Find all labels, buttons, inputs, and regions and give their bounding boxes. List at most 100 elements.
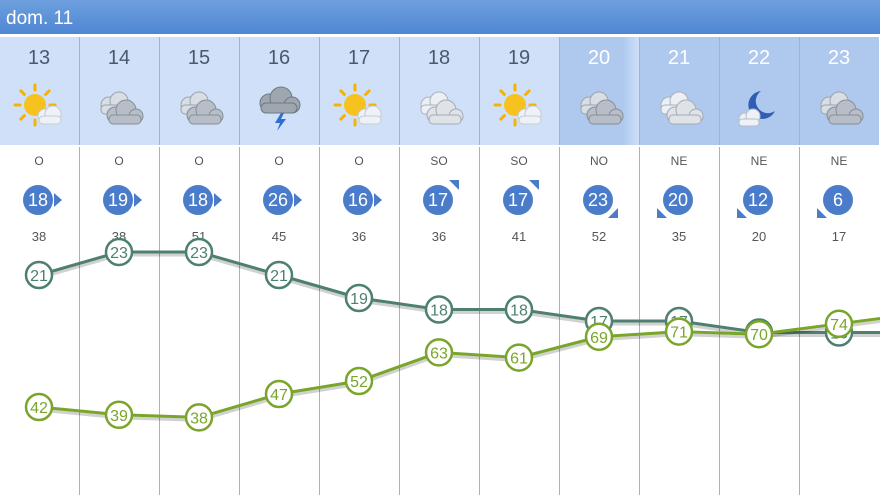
sun-cloud-icon — [11, 83, 67, 133]
wind-direction: NE — [670, 154, 688, 168]
wind-gust: 35 — [671, 229, 687, 244]
wind-arrow-icon — [817, 208, 827, 218]
data-point-marker — [744, 319, 774, 349]
wind-arrow-icon — [54, 193, 62, 207]
data-point-marker — [104, 237, 134, 267]
wind-gust: 17 — [831, 229, 847, 244]
light-cloud-icon — [411, 83, 467, 133]
hour-header-14: 14 — [79, 37, 159, 147]
data-point: 21 — [24, 260, 54, 290]
data-point-label: 61 — [510, 351, 528, 368]
data-point-label: 18 — [430, 303, 448, 320]
wind-speed-badge: 20 — [663, 185, 693, 215]
wind-gust: 20 — [751, 229, 767, 244]
data-point: 18 — [424, 295, 454, 324]
column-divider — [79, 37, 80, 495]
data-point: 38 — [184, 403, 214, 432]
data-point-marker — [424, 295, 454, 324]
sun-cloud-icon — [331, 83, 387, 133]
day-header-bar: dom. 11 — [0, 0, 880, 34]
wind-gust: 52 — [591, 229, 607, 244]
data-point: 19 — [344, 283, 374, 313]
hour-label: 18 — [427, 47, 451, 69]
wind-speed-badge: 18 — [23, 185, 53, 215]
hour-header-22: 22 — [719, 37, 799, 147]
data-point-label: 71 — [670, 325, 688, 342]
data-point: 52 — [344, 366, 374, 396]
wind-gust: 38 — [31, 229, 47, 244]
column-divider — [159, 37, 160, 495]
wind-speed-badge: 18 — [183, 185, 213, 215]
column-divider — [719, 37, 720, 495]
data-point-marker — [584, 322, 614, 352]
data-point: 71 — [664, 317, 694, 346]
column-divider — [479, 37, 480, 495]
column-divider — [639, 37, 640, 495]
data-point: 70 — [744, 319, 774, 349]
hour-label: 17 — [347, 47, 371, 69]
data-point: 21 — [264, 260, 294, 290]
data-point: 23 — [104, 237, 134, 267]
data-point-marker — [264, 260, 294, 290]
data-point-label: 23 — [110, 245, 128, 262]
wind-arrow-icon — [737, 208, 747, 218]
wind-direction: O — [354, 154, 364, 168]
data-point: 23 — [184, 237, 214, 267]
data-point: 61 — [504, 343, 534, 372]
moon-cloud-icon — [731, 83, 787, 133]
data-point-label: 19 — [350, 291, 368, 308]
data-point-marker — [344, 283, 374, 313]
data-point: 18 — [504, 295, 534, 324]
data-point-marker — [104, 400, 134, 430]
data-point-marker — [184, 403, 214, 432]
data-point-marker — [504, 343, 534, 372]
data-point-label: 23 — [190, 245, 208, 262]
wind-arrow-icon — [529, 180, 539, 190]
wind-arrow-icon — [134, 193, 142, 207]
cloudy-icon — [571, 83, 627, 133]
hour-label: 13 — [27, 47, 51, 69]
data-point: 39 — [104, 400, 134, 430]
wind-direction: O — [34, 154, 44, 168]
wind-direction: SO — [510, 154, 528, 168]
data-point-marker — [24, 392, 54, 422]
data-point-label: 18 — [510, 303, 528, 320]
data-point-label: 39 — [110, 408, 128, 425]
wind-arrow-icon — [374, 193, 382, 207]
hour-header-21: 21 — [639, 37, 719, 147]
wind-gust: 45 — [271, 229, 287, 244]
wind-speed-badge: 17 — [423, 185, 453, 215]
column-divider — [799, 37, 800, 495]
hour-label: 15 — [187, 47, 211, 69]
data-point-label: 70 — [750, 327, 768, 344]
data-point: 69 — [584, 322, 614, 352]
hour-header-19: 19 — [479, 37, 559, 147]
wind-arrow-icon — [294, 193, 302, 207]
data-point-label: 52 — [350, 374, 368, 391]
wind-speed-badge: 19 — [103, 185, 133, 215]
wind-speed-badge: 17 — [503, 185, 533, 215]
wind-gust: 36 — [431, 229, 447, 244]
cloudy-icon — [811, 83, 867, 133]
data-point-marker — [344, 366, 374, 396]
hour-label: 20 — [587, 47, 611, 69]
hour-label: 23 — [827, 47, 851, 69]
data-point-marker — [424, 338, 454, 367]
hour-header-15: 15 — [159, 37, 239, 147]
wind-speed-badge: 12 — [743, 185, 773, 215]
column-divider — [399, 37, 400, 495]
data-point-marker — [504, 295, 534, 324]
data-point-label: 21 — [270, 268, 288, 285]
data-point: 47 — [264, 379, 294, 409]
wind-direction: O — [194, 154, 204, 168]
wind-speed-badge: 26 — [263, 185, 293, 215]
data-point-marker — [184, 237, 214, 267]
data-point-label: 69 — [590, 330, 608, 347]
column-divider — [319, 37, 320, 495]
hour-label: 22 — [747, 47, 771, 69]
hour-header-18: 18 — [399, 37, 479, 147]
wind-arrow-icon — [449, 180, 459, 190]
hour-label: 21 — [667, 47, 691, 69]
data-point: 42 — [24, 392, 54, 422]
hour-label: 19 — [507, 47, 531, 69]
